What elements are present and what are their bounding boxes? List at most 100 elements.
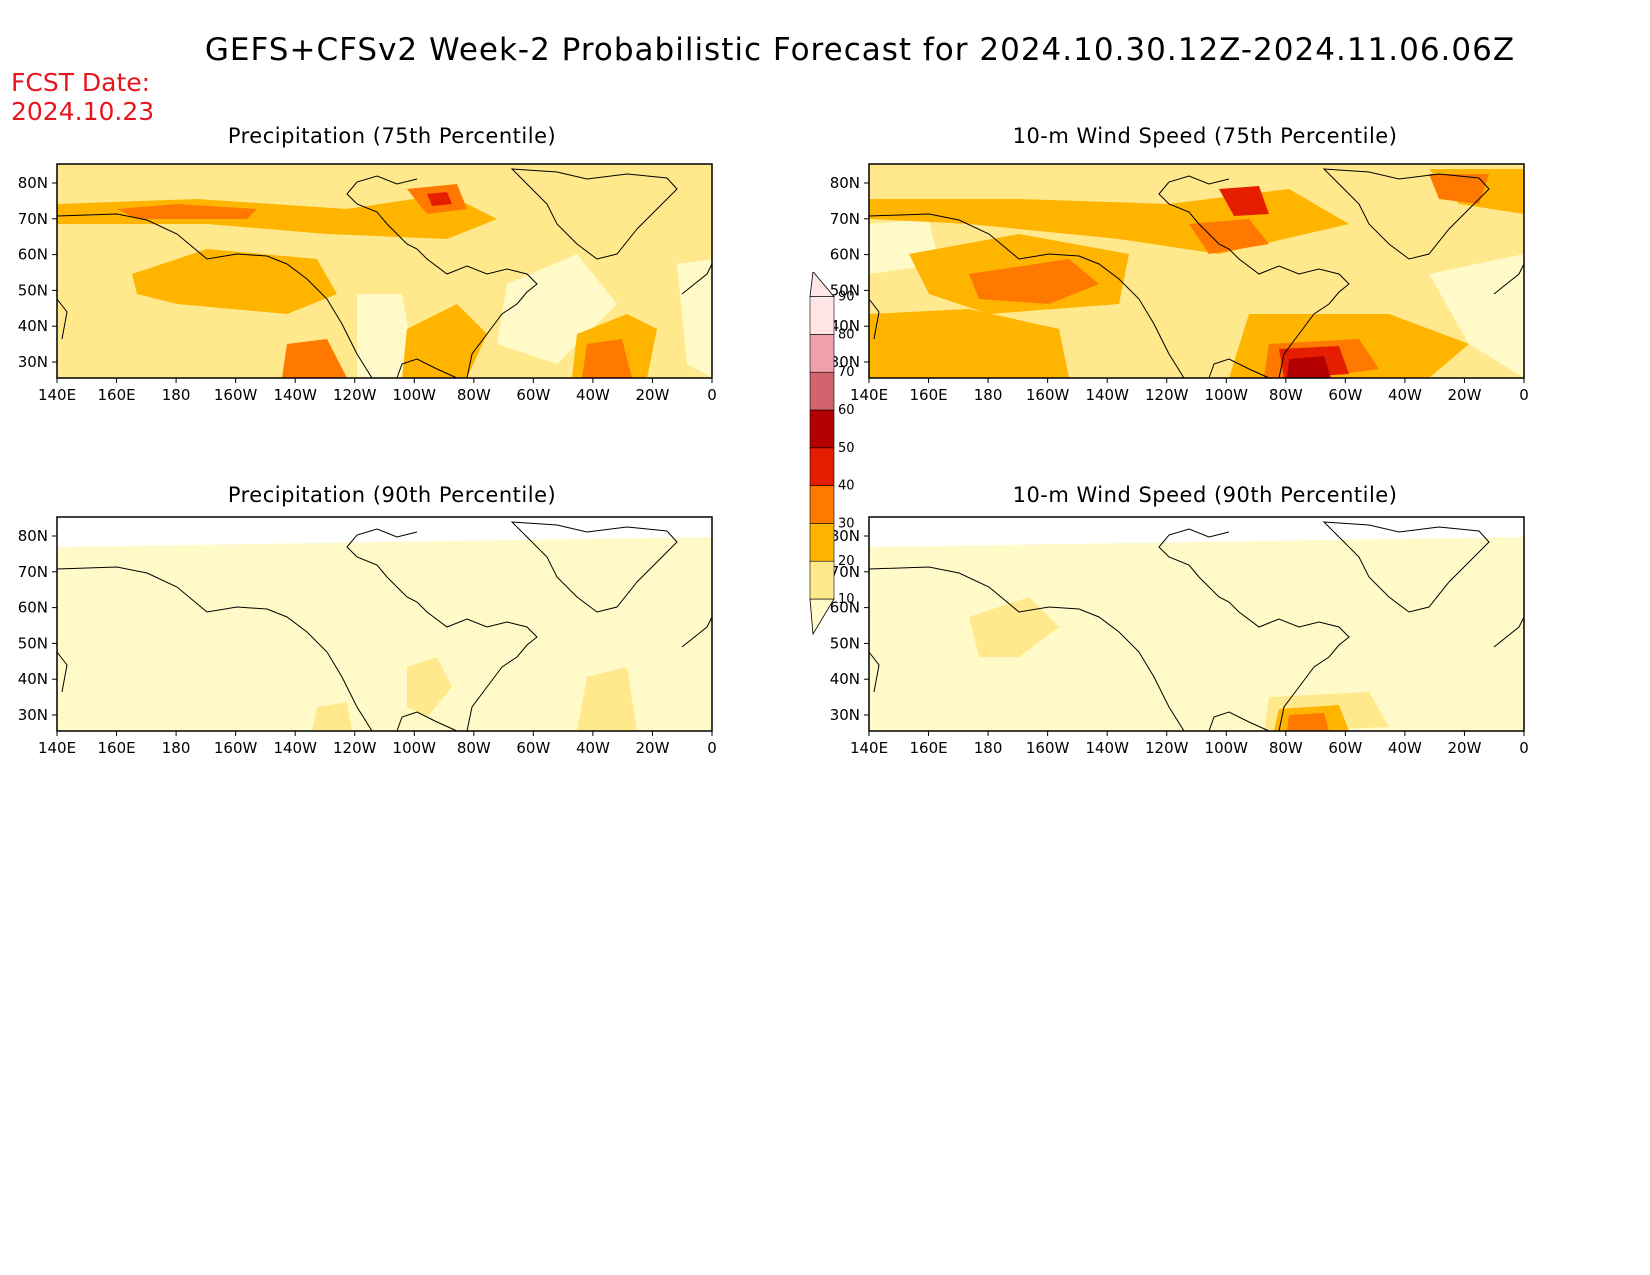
panel-title-wind-75: 10-m Wind Speed (75th Percentile) — [1012, 124, 1398, 148]
lon-tick-label: 140E — [38, 739, 76, 757]
shading-c40 — [1287, 713, 1329, 731]
map-frame — [868, 163, 1525, 379]
lon-tick-label: 0 — [1519, 739, 1529, 757]
coastline — [868, 521, 1525, 732]
shading-c60 — [1287, 356, 1331, 378]
shading-c20 — [577, 667, 637, 731]
shading-c40 — [969, 259, 1099, 304]
map-frame — [56, 516, 713, 732]
lon-tick-label: 40W — [576, 386, 610, 404]
shading-c40 — [282, 339, 347, 378]
lat-tick-label: 40N — [830, 670, 860, 688]
lon-tick-label: 80W — [457, 739, 491, 757]
colorbar-label: 80 — [838, 327, 855, 342]
map-frame — [868, 516, 1525, 732]
map-wind-90: 140E 160E 180 160W 140W 120W 100W 80W 60W 40W 20W 0… — [830, 516, 1529, 757]
lon-tick-label: 160W — [1026, 386, 1070, 404]
lat-tick-label: 30N — [18, 353, 48, 371]
colorbar-segment — [809, 371, 835, 411]
lon-tick-label: 20W — [635, 386, 669, 404]
lon-tick-label: 180 — [162, 386, 191, 404]
lon-tick-label: 40W — [1388, 739, 1422, 757]
shading-c50 — [427, 192, 452, 206]
panel-title-precip-90: Precipitation (90th Percentile) — [227, 483, 557, 507]
shading-c10 — [357, 294, 417, 378]
colorbar-segment — [809, 409, 835, 449]
shading-c40 — [582, 339, 632, 378]
lon-tick-label: 140E — [850, 386, 888, 404]
lon-tick-label: 140W — [273, 386, 317, 404]
lat-tick-label: 60N — [18, 599, 48, 617]
lat-tick-label: 80N — [18, 527, 48, 545]
lon-tick-label: 20W — [635, 739, 669, 757]
lon-tick-label: 160E — [909, 386, 947, 404]
shading-c50 — [1219, 186, 1269, 216]
main-title: GEFS+CFSv2 Week-2 Probabilistic Forecast… — [204, 32, 1516, 68]
lon-tick-label: 120W — [333, 739, 377, 757]
colorbar-label: 90 — [838, 290, 855, 305]
lon-tick-label: 0 — [1519, 386, 1529, 404]
shading-c10 — [497, 254, 617, 364]
forecast-date-value: 2024.10.23 — [11, 97, 155, 126]
lon-tick-label: 160E — [97, 739, 135, 757]
panel-title-precip-75: Precipitation (75th Percentile) — [227, 124, 557, 148]
colorbar: 10 20 30 40 50 60 70 80 90 — [809, 272, 855, 636]
shading-c40 — [117, 204, 257, 219]
lon-tick-label: 140W — [1085, 386, 1129, 404]
lat-tick-label: 60N — [830, 246, 860, 264]
lon-tick-label: 60W — [1328, 739, 1362, 757]
shading-c30 — [869, 309, 1069, 378]
lon-tick-label: 60W — [516, 739, 550, 757]
lon-tick-label: 100W — [1205, 386, 1249, 404]
colorbar-bottom-triangle — [809, 598, 835, 636]
lon-tick-label: 80W — [457, 386, 491, 404]
lon-tick-label: 140E — [850, 739, 888, 757]
shading-c10 — [677, 259, 712, 378]
map-precip-75: 140E 160E 180 160W 140W 120W 100W 80W 60W 40W 20W 0… — [18, 163, 717, 404]
colorbar-segment — [809, 560, 835, 600]
lat-tick-label: 70N — [830, 210, 860, 228]
panel-title-wind-90: 10-m Wind Speed (90th Percentile) — [1012, 483, 1398, 507]
lat-tick-label: 70N — [18, 210, 48, 228]
shading-c20 — [312, 702, 352, 731]
lon-tick-label: 160E — [97, 386, 135, 404]
lat-tick-label: 50N — [830, 634, 860, 652]
lon-tick-label: 100W — [1205, 739, 1249, 757]
lat-tick-label: 50N — [830, 281, 860, 299]
colorbar-segment — [809, 485, 835, 524]
coastline — [56, 521, 713, 732]
shading-c10 — [1429, 254, 1524, 378]
lat-tick-label: 80N — [830, 174, 860, 192]
lat-tick-label: 70N — [18, 563, 48, 581]
map-wind-75: 140E 160E 180 160W 140W 120W 100W 80W 60W 40W 20W 0… — [830, 163, 1529, 404]
lat-tick-label: 50N — [18, 634, 48, 652]
lon-tick-label: 180 — [974, 386, 1003, 404]
colorbar-label: 20 — [838, 554, 855, 569]
lon-tick-label: 0 — [707, 739, 717, 757]
forecast-date-block: FCST Date: 2024.10.23 — [11, 68, 154, 126]
lon-tick-label: 80W — [1269, 386, 1303, 404]
map-frame — [56, 163, 713, 379]
lon-tick-label: 180 — [974, 739, 1003, 757]
forecast-date-label: FCST Date: — [11, 68, 151, 97]
colorbar-label: 40 — [838, 479, 855, 494]
lon-tick-label: 100W — [393, 386, 437, 404]
lon-tick-label: 160E — [909, 739, 947, 757]
lat-tick-label: 30N — [830, 706, 860, 724]
shading-c10 — [869, 537, 1524, 731]
colorbar-segment — [809, 334, 835, 373]
lon-tick-label: 120W — [1145, 386, 1189, 404]
colorbar-label: 60 — [838, 403, 855, 418]
shading-c40 — [1429, 174, 1489, 204]
colorbar-segment — [809, 447, 835, 486]
coastline — [56, 168, 713, 379]
lat-tick-label: 30N — [18, 706, 48, 724]
lon-tick-label: 180 — [162, 739, 191, 757]
lat-tick-label: 80N — [830, 527, 860, 545]
colorbar-label: 70 — [838, 365, 855, 380]
colorbar-segment — [809, 523, 835, 562]
lon-tick-label: 160W — [214, 386, 258, 404]
colorbar-segment — [809, 296, 835, 335]
shading-c20 — [969, 597, 1059, 657]
lon-tick-label: 60W — [516, 386, 550, 404]
